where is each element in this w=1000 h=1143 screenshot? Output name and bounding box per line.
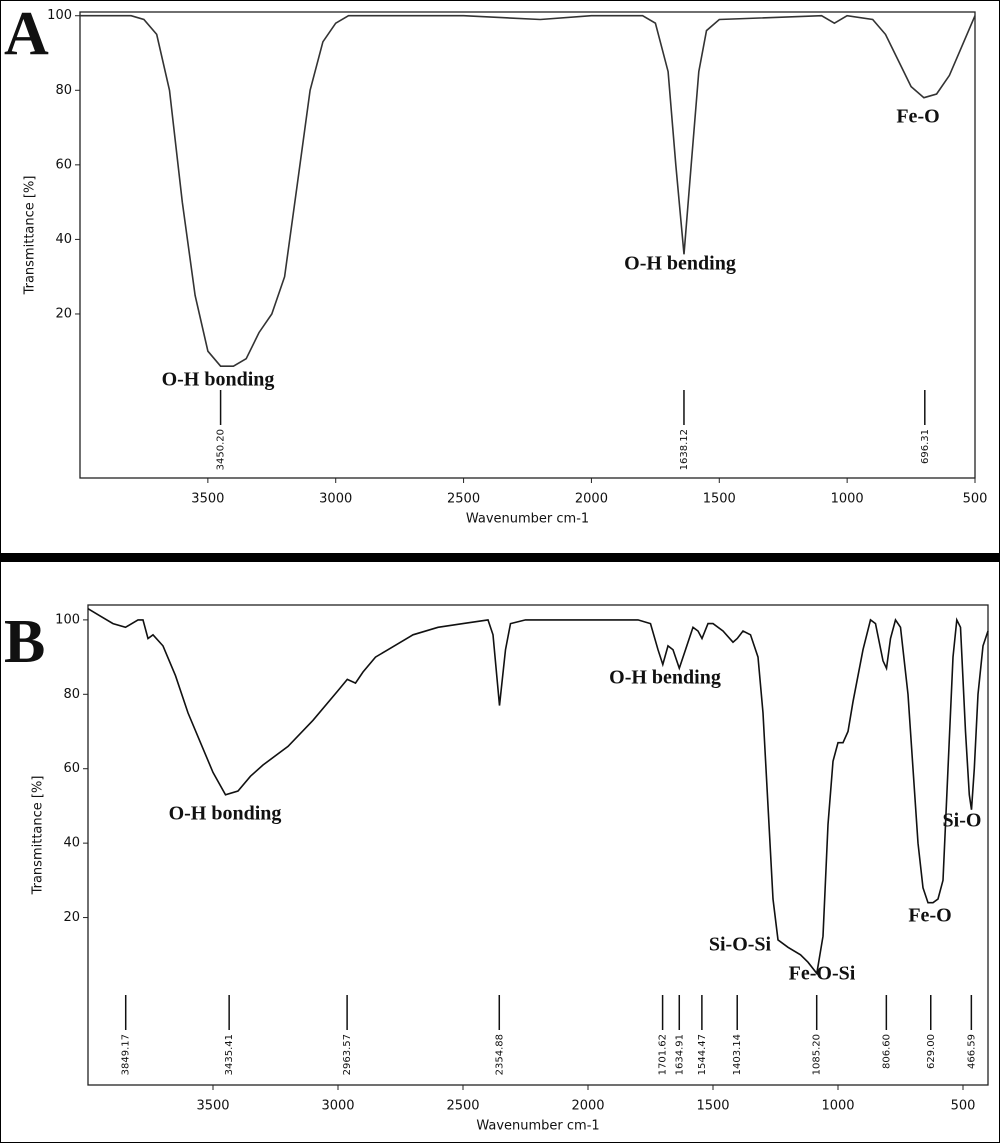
- panel-label: A: [4, 0, 49, 68]
- x-axis-label: Wavenumber cm-1: [476, 1119, 599, 1134]
- x-tick-label: 3500: [191, 492, 224, 507]
- annotation: Fe-O: [908, 905, 951, 927]
- y-tick-label: 100: [55, 612, 80, 627]
- x-tick-label: 2500: [447, 492, 480, 507]
- y-tick-label: 40: [55, 232, 72, 247]
- x-axis-label: Wavenumber cm-1: [466, 512, 589, 527]
- y-tick-label: 100: [47, 8, 72, 23]
- x-tick-label: 2000: [571, 1099, 604, 1114]
- x-tick-label: 2500: [446, 1099, 479, 1114]
- peak-label: 1638.12: [679, 429, 690, 470]
- x-tick-label: 1000: [831, 492, 864, 507]
- y-tick-label: 80: [63, 687, 80, 702]
- annotation: O-H bending: [609, 667, 721, 689]
- panel-divider: [0, 553, 1000, 562]
- plot-frame: [87, 604, 989, 1086]
- y-tick-label: 80: [55, 83, 72, 98]
- peak-label: 1085.20: [812, 1034, 823, 1075]
- peak-label: 1544.47: [697, 1034, 708, 1075]
- y-axis-label: Transmittance [%]: [23, 176, 38, 296]
- peak-label: 3435.41: [224, 1034, 235, 1075]
- x-tick-label: 1500: [703, 492, 736, 507]
- peak-label: 2354.88: [494, 1034, 505, 1075]
- x-tick-label: 3500: [196, 1099, 229, 1114]
- peak-label: 1403.14: [732, 1034, 743, 1075]
- x-tick-label: 1000: [821, 1099, 854, 1114]
- annotation: O-H bonding: [169, 803, 282, 825]
- y-tick-label: 20: [55, 306, 72, 321]
- x-tick-label: 1500: [696, 1099, 729, 1114]
- peak-label: 1701.62: [658, 1034, 669, 1075]
- annotation: O-H bonding: [162, 369, 275, 391]
- peak-label: 696.31: [920, 429, 931, 464]
- peak-label: 3450.20: [216, 429, 227, 470]
- x-tick-label: 500: [963, 492, 988, 507]
- x-tick-label: 3000: [321, 1099, 354, 1114]
- annotation: Fe-O-Si: [789, 963, 856, 985]
- y-tick-label: 40: [63, 836, 80, 851]
- peak-label: 1634.91: [674, 1034, 685, 1075]
- peak-label: 806.60: [881, 1034, 892, 1069]
- y-axis-label: Transmittance [%]: [31, 776, 46, 896]
- y-tick-label: 20: [63, 910, 80, 925]
- peak-label: 629.00: [926, 1034, 937, 1069]
- annotation: Si-O-Si: [709, 934, 772, 956]
- annotation: O-H bending: [624, 253, 736, 275]
- spectrum-line: [80, 14, 976, 367]
- x-tick-label: 3000: [319, 492, 352, 507]
- peak-label: 3849.17: [121, 1034, 132, 1075]
- panel-label: B: [4, 608, 45, 676]
- y-tick-label: 60: [55, 157, 72, 172]
- plot-frame: [79, 11, 976, 479]
- peak-label: 466.59: [966, 1034, 977, 1069]
- annotation: Si-O: [943, 810, 982, 832]
- y-tick-label: 60: [63, 761, 80, 776]
- x-tick-label: 2000: [575, 492, 608, 507]
- annotation: Fe-O: [896, 106, 939, 128]
- peak-label: 2963.57: [342, 1034, 353, 1075]
- x-tick-label: 500: [951, 1099, 976, 1114]
- spectrum-line: [87, 608, 989, 976]
